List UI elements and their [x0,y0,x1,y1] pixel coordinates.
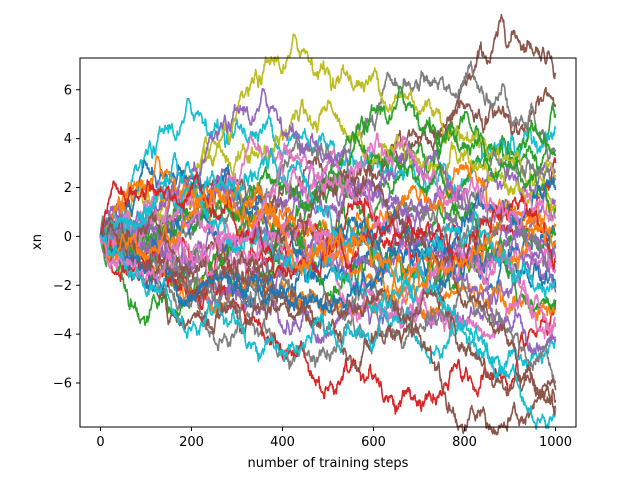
x-tick-label: 1000 [539,435,572,450]
axes-frame [79,57,577,428]
x-tick-label: 400 [270,435,295,450]
y-ticks: −6 −4 −2 0 2 4 6 [53,83,80,392]
series-line-19 [99,198,557,370]
y-tick-label: 2 [64,181,72,196]
y-tick-label: 0 [64,230,72,245]
x-tick-label: 0 [96,435,104,450]
series-line-20 [99,229,557,344]
series-line-5 [99,60,557,264]
y-tick-label: 6 [64,83,72,98]
series-layer [99,13,557,436]
series-line-35 [99,163,557,416]
x-tick-label: 600 [361,435,386,450]
series-line-6 [99,119,557,264]
series-line-40 [99,210,557,363]
y-tick-label: 4 [64,132,72,147]
x-tick-label: 800 [452,435,477,450]
y-tick-label: −2 [53,279,72,294]
x-ticks: 0 200 400 600 800 1000 [96,427,572,450]
series-line-39 [99,132,557,284]
y-tick-label: −4 [53,328,72,343]
x-axis-label: number of training steps [248,456,409,471]
series-line-13 [99,98,557,246]
series-line-24 [99,229,557,415]
series-line-33 [99,208,557,406]
series-line-30 [99,87,557,355]
x-tick-label: 200 [179,435,204,450]
series-line-34 [99,147,557,430]
y-tick-label: −6 [53,377,72,392]
series-line-27 [99,205,556,340]
series-line-29 [99,177,557,376]
y-axis-label: xn [30,234,45,250]
